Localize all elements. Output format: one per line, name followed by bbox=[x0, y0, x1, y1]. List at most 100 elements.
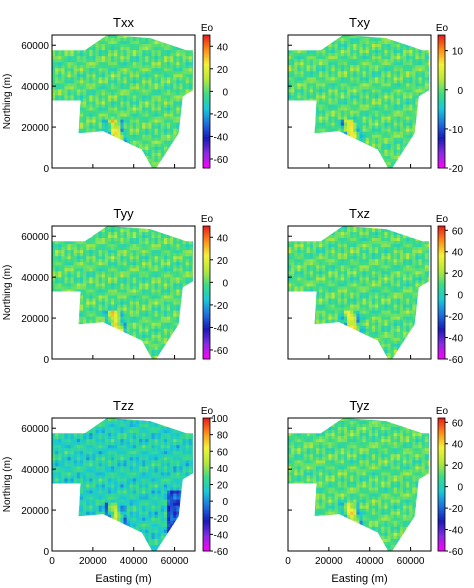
heatmap-cell bbox=[76, 229, 81, 233]
heatmap-cell bbox=[412, 95, 417, 100]
heatmap-cell bbox=[378, 89, 382, 94]
heatmap-cell bbox=[61, 155, 66, 160]
heatmap-cell bbox=[384, 116, 389, 121]
heatmap-cell bbox=[55, 140, 59, 145]
colorbar-segment bbox=[203, 35, 210, 38]
heatmap-cell bbox=[300, 143, 305, 148]
heatmap-cell bbox=[70, 259, 75, 263]
heatmap-cell bbox=[418, 122, 423, 127]
heatmap-cell bbox=[173, 38, 177, 42]
heatmap-cell bbox=[86, 155, 90, 160]
heatmap-cell bbox=[163, 50, 168, 54]
heatmap-cell bbox=[297, 41, 302, 45]
heatmap-cell bbox=[415, 68, 420, 72]
heatmap-cell bbox=[148, 86, 153, 91]
heatmap-cell bbox=[135, 131, 140, 136]
heatmap-cell bbox=[179, 235, 184, 239]
heatmap-cell bbox=[170, 271, 174, 275]
heatmap-cell bbox=[145, 95, 149, 100]
heatmap-cell bbox=[412, 155, 417, 160]
heatmap-cell bbox=[126, 250, 131, 254]
heatmap-cell bbox=[328, 68, 333, 72]
heatmap-cell bbox=[185, 256, 190, 260]
heatmap-cell bbox=[297, 86, 302, 91]
heatmap-cell bbox=[390, 92, 395, 97]
heatmap-cell bbox=[98, 62, 103, 66]
heatmap-cell bbox=[399, 116, 404, 121]
heatmap-cell bbox=[142, 98, 146, 103]
heatmap-cell bbox=[95, 274, 100, 278]
heatmap-cell bbox=[61, 268, 66, 272]
heatmap-cell bbox=[406, 74, 410, 78]
heatmap-cell bbox=[399, 140, 404, 145]
heatmap-cell bbox=[415, 65, 420, 69]
heatmap-cell bbox=[123, 50, 128, 54]
heatmap-cell bbox=[179, 122, 184, 127]
heatmap-cell bbox=[421, 116, 426, 121]
heatmap-cell bbox=[117, 56, 121, 60]
heatmap-cell bbox=[61, 116, 66, 121]
heatmap-cell bbox=[309, 116, 314, 121]
heatmap-cell bbox=[309, 125, 314, 130]
heatmap-cell bbox=[356, 146, 361, 151]
heatmap-cell bbox=[412, 56, 417, 60]
heatmap-cell bbox=[129, 268, 134, 272]
heatmap-cell bbox=[409, 152, 413, 157]
heatmap-cell bbox=[132, 65, 137, 69]
heatmap-cell bbox=[291, 83, 295, 87]
heatmap-cell bbox=[129, 119, 134, 124]
heatmap-cell bbox=[163, 113, 168, 118]
heatmap-cell bbox=[347, 158, 351, 163]
heatmap-cell bbox=[378, 149, 382, 154]
heatmap-cell bbox=[157, 104, 162, 109]
heatmap-cell bbox=[291, 44, 295, 48]
heatmap-cell bbox=[350, 86, 354, 91]
heatmap-cell bbox=[291, 155, 295, 160]
heatmap-cell bbox=[337, 59, 342, 63]
heatmap-cell bbox=[101, 161, 106, 166]
heatmap-cell bbox=[132, 44, 137, 48]
colorbar-segment bbox=[438, 81, 445, 85]
heatmap-cell bbox=[396, 101, 401, 106]
heatmap-cell bbox=[117, 152, 121, 157]
heatmap-cell bbox=[359, 41, 364, 45]
heatmap-cell bbox=[120, 226, 125, 230]
heatmap-cell bbox=[145, 68, 149, 72]
heatmap-cell bbox=[409, 146, 413, 151]
heatmap-cell bbox=[160, 235, 165, 239]
heatmap-cell bbox=[297, 68, 302, 72]
heatmap-cell bbox=[359, 89, 364, 94]
colorbar-segment bbox=[203, 41, 210, 45]
heatmap-cell bbox=[288, 158, 292, 163]
heatmap-cell bbox=[55, 68, 59, 72]
heatmap-cell bbox=[98, 271, 103, 275]
heatmap-cell bbox=[123, 101, 128, 106]
heatmap-cell bbox=[337, 95, 342, 100]
heatmap-cell bbox=[120, 250, 125, 254]
heatmap-cell bbox=[412, 131, 417, 136]
heatmap-cell bbox=[188, 259, 193, 263]
heatmap-cell bbox=[288, 44, 292, 48]
heatmap-cell bbox=[325, 140, 330, 145]
heatmap-cell bbox=[418, 95, 423, 100]
heatmap-cell bbox=[163, 116, 168, 121]
heatmap-cell bbox=[421, 125, 426, 130]
heatmap-cell bbox=[418, 149, 423, 154]
heatmap-cell bbox=[328, 50, 333, 54]
heatmap-cell bbox=[64, 62, 69, 66]
heatmap-cell bbox=[182, 131, 187, 136]
heatmap-cell bbox=[139, 41, 143, 45]
heatmap-cell bbox=[167, 86, 171, 91]
heatmap-cell bbox=[356, 92, 361, 97]
heatmap-cell bbox=[114, 262, 118, 266]
heatmap-cell bbox=[371, 104, 376, 109]
heatmap-cell bbox=[70, 68, 75, 72]
heatmap-cell bbox=[70, 155, 75, 160]
heatmap-cell bbox=[337, 119, 342, 124]
colorbar-segment bbox=[203, 154, 210, 158]
heatmap-cell bbox=[120, 65, 125, 69]
heatmap-cell bbox=[406, 62, 410, 66]
heatmap-cell bbox=[353, 47, 357, 51]
heatmap-cell bbox=[163, 140, 168, 145]
heatmap-cell bbox=[123, 268, 128, 272]
